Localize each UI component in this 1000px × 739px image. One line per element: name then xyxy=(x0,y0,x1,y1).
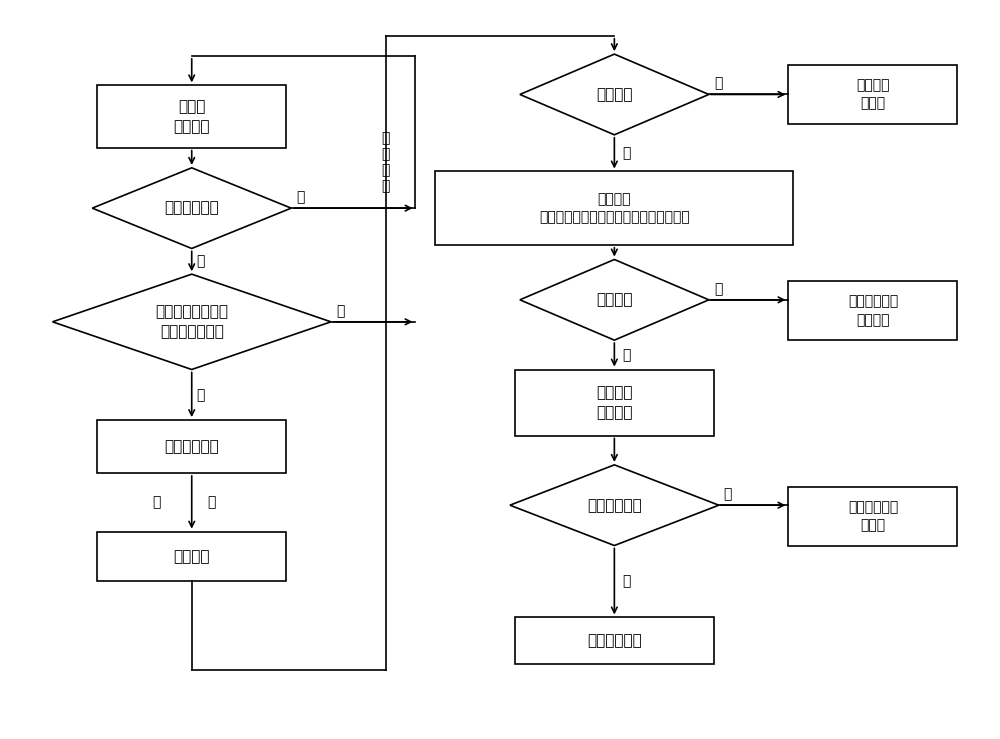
Text: 否: 否 xyxy=(724,487,732,501)
Text: 是: 是 xyxy=(622,348,631,362)
Text: 故障分析
获得故障隔离方案及非故障区域恢复方案: 故障分析 获得故障隔离方案及非故障区域恢复方案 xyxy=(539,192,690,225)
Polygon shape xyxy=(92,168,291,248)
Polygon shape xyxy=(520,259,709,340)
FancyBboxPatch shape xyxy=(788,282,957,340)
FancyBboxPatch shape xyxy=(97,85,286,148)
Text: 否: 否 xyxy=(714,76,722,90)
Text: 中止分析
并告警: 中止分析 并告警 xyxy=(856,78,890,111)
FancyBboxPatch shape xyxy=(97,531,286,582)
Text: 待: 待 xyxy=(207,495,216,509)
Text: 是: 是 xyxy=(197,388,205,402)
Text: 继
续
监
听: 继 续 监 听 xyxy=(381,131,390,194)
Text: 信号可信: 信号可信 xyxy=(596,87,633,102)
Text: 等: 等 xyxy=(153,495,161,509)
FancyBboxPatch shape xyxy=(788,65,957,124)
Text: 是: 是 xyxy=(197,254,205,268)
FancyBboxPatch shape xyxy=(515,617,714,664)
FancyBboxPatch shape xyxy=(515,370,714,435)
Text: 故障处理结束: 故障处理结束 xyxy=(587,633,642,648)
Polygon shape xyxy=(510,465,719,545)
Text: 否: 否 xyxy=(336,304,344,318)
Polygon shape xyxy=(52,274,331,370)
Text: 监听到
动作信号: 监听到 动作信号 xyxy=(173,99,210,134)
Text: 是: 是 xyxy=(622,146,631,160)
FancyBboxPatch shape xyxy=(788,487,957,545)
FancyBboxPatch shape xyxy=(435,171,793,245)
Text: 否: 否 xyxy=(296,190,305,204)
Text: 否: 否 xyxy=(714,282,722,296)
Text: 中止故障处理
并告警: 中止故障处理 并告警 xyxy=(848,500,898,532)
Text: 启动故障分析: 启动故障分析 xyxy=(164,439,219,454)
Text: 是: 是 xyxy=(622,574,631,588)
Text: 检查相关方式设备
的状态是否正确: 检查相关方式设备 的状态是否正确 xyxy=(155,304,228,339)
Text: 满足启动条件: 满足启动条件 xyxy=(164,201,219,216)
Text: 自动方式: 自动方式 xyxy=(596,293,633,307)
FancyBboxPatch shape xyxy=(97,420,286,473)
Text: 采用交互界面
手动控制: 采用交互界面 手动控制 xyxy=(848,295,898,327)
Polygon shape xyxy=(520,54,709,134)
Text: 获取断面: 获取断面 xyxy=(173,549,210,564)
Text: 是否执行成功: 是否执行成功 xyxy=(587,497,642,513)
Text: 执行故障
处理方案: 执行故障 处理方案 xyxy=(596,385,633,420)
